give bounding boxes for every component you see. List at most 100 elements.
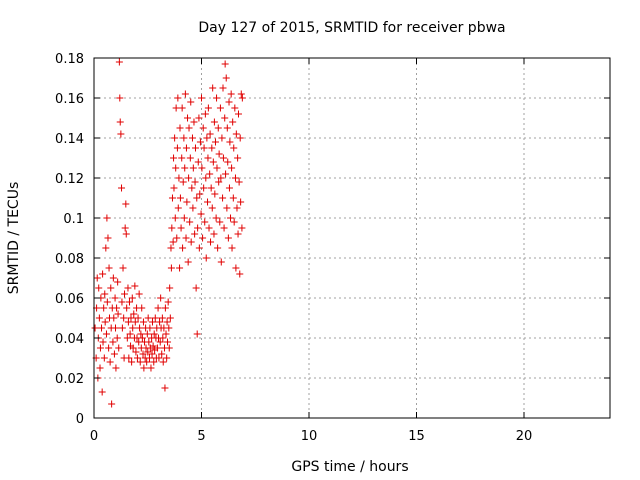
data-point	[198, 94, 205, 102]
data-point	[91, 324, 99, 332]
data-point	[154, 304, 162, 312]
x-tick-label: 20	[516, 429, 533, 444]
data-point	[228, 244, 236, 252]
data-point	[181, 164, 189, 172]
data-point	[184, 258, 192, 266]
data-point	[137, 330, 145, 338]
data-point	[161, 384, 169, 392]
data-point	[174, 94, 182, 102]
x-tick-labels: 0 5 10 15 20	[90, 429, 532, 444]
data-point	[185, 124, 193, 132]
data-point	[227, 214, 235, 222]
data-point	[136, 324, 144, 332]
data-point	[101, 290, 109, 298]
data-point	[116, 94, 124, 102]
data-point	[234, 230, 242, 238]
data-point	[118, 324, 126, 332]
data-point	[221, 114, 229, 122]
data-point	[238, 224, 246, 232]
data-point	[205, 224, 213, 232]
data-point	[143, 330, 151, 338]
data-point	[168, 224, 176, 232]
data-point	[93, 274, 101, 282]
data-point	[102, 330, 110, 338]
data-point	[193, 330, 201, 338]
data-point	[138, 334, 146, 342]
data-point	[178, 104, 186, 112]
data-points	[91, 58, 246, 408]
data-point	[118, 184, 126, 192]
data-point	[172, 104, 180, 112]
data-point	[217, 174, 225, 182]
data-point	[234, 154, 242, 162]
y-axis-title: SRMTID / TECUs	[6, 182, 22, 295]
data-point	[223, 204, 231, 212]
data-point	[119, 264, 127, 272]
data-point	[156, 338, 164, 346]
data-point	[198, 164, 206, 172]
data-point	[223, 124, 231, 132]
data-point	[165, 324, 173, 332]
data-point	[235, 178, 243, 186]
x-tick-label: 10	[301, 429, 318, 444]
data-point	[109, 274, 117, 282]
data-point	[161, 304, 169, 312]
grid-lines	[94, 58, 610, 418]
data-point	[197, 210, 205, 218]
y-tick-label: 0.06	[55, 292, 84, 307]
data-point	[145, 354, 153, 362]
data-point	[113, 334, 121, 342]
x-axis-title: GPS time / hours	[291, 459, 408, 475]
data-point	[193, 194, 201, 202]
data-point	[222, 170, 230, 178]
data-point	[176, 124, 184, 132]
data-point	[115, 58, 123, 66]
data-point	[148, 318, 156, 326]
data-point	[209, 158, 217, 166]
data-point	[139, 350, 147, 358]
data-point	[231, 174, 239, 182]
data-point	[204, 154, 212, 162]
data-point	[231, 104, 239, 112]
data-point	[196, 190, 204, 198]
data-point	[98, 324, 106, 332]
data-point	[103, 298, 111, 306]
x-tick-label: 5	[197, 429, 205, 444]
data-point	[98, 388, 106, 396]
data-point	[107, 284, 115, 292]
data-point	[143, 358, 151, 366]
data-point	[144, 348, 152, 356]
data-point	[144, 314, 152, 322]
data-point	[123, 334, 131, 342]
data-point	[171, 214, 179, 222]
data-point	[211, 138, 219, 146]
data-point	[173, 144, 181, 152]
data-point	[216, 104, 224, 112]
data-point	[149, 342, 157, 350]
data-point	[219, 154, 227, 162]
data-point	[112, 324, 119, 332]
data-point	[151, 314, 159, 322]
data-point	[237, 198, 245, 206]
data-point	[183, 198, 191, 206]
data-point	[179, 178, 187, 186]
data-point	[125, 354, 133, 362]
data-point	[127, 314, 135, 322]
data-point	[214, 244, 222, 252]
data-point	[188, 134, 196, 142]
data-point	[200, 144, 208, 152]
data-point	[203, 134, 211, 142]
data-point	[238, 94, 246, 102]
data-point	[95, 284, 103, 292]
data-point	[106, 358, 114, 366]
data-point	[167, 264, 175, 272]
data-point	[115, 344, 123, 352]
data-point	[234, 110, 242, 118]
data-point	[206, 170, 214, 178]
data-point	[213, 164, 221, 172]
data-point	[103, 214, 111, 222]
data-point	[215, 178, 223, 186]
y-tick-label: 0.14	[55, 132, 84, 147]
data-point	[229, 118, 237, 126]
